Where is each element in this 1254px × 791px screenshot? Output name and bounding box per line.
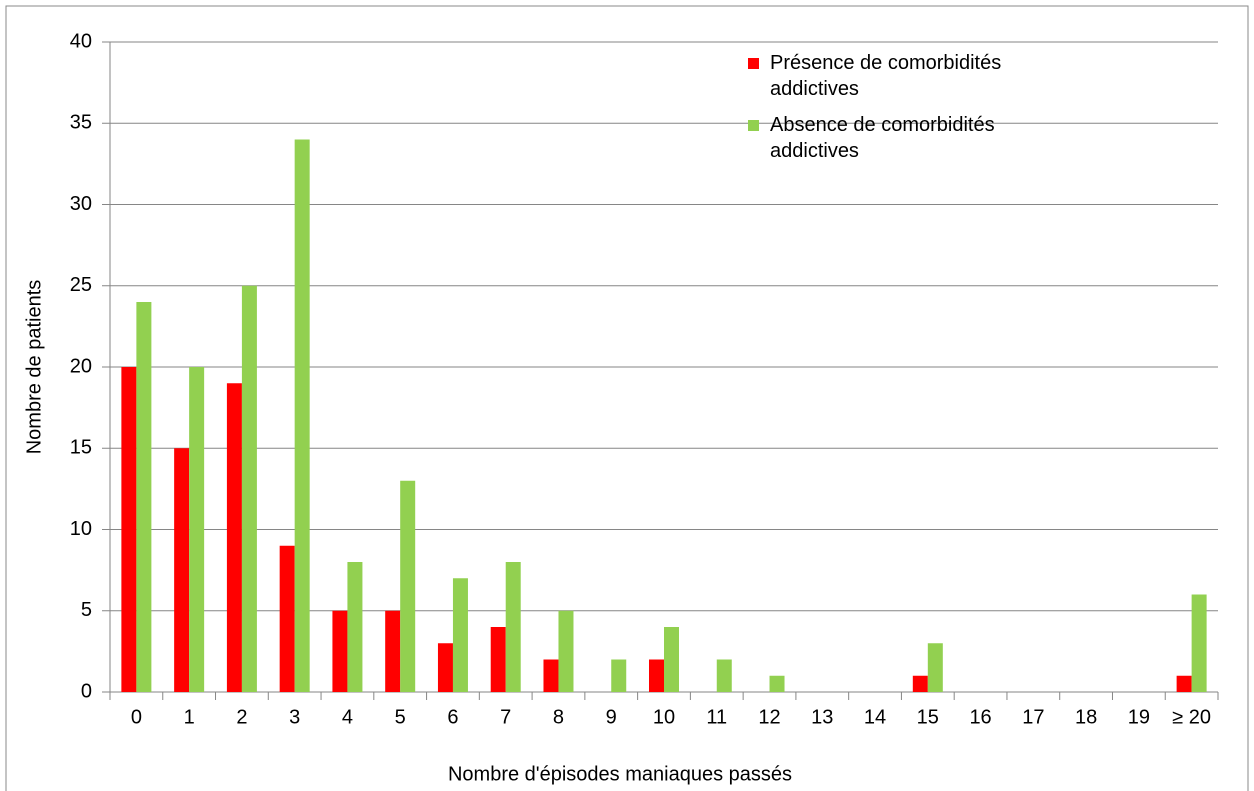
bar: [558, 610, 574, 692]
x-tick-label: 17: [1022, 706, 1044, 728]
bar: [136, 302, 152, 692]
bar: [490, 627, 506, 692]
y-tick-label: 30: [70, 193, 92, 215]
x-tick-label: 4: [342, 706, 353, 728]
bar: [437, 643, 453, 692]
x-tick-label: 1: [184, 706, 195, 728]
bar: [294, 139, 310, 692]
bar: [400, 480, 416, 692]
x-tick-label: 18: [1075, 706, 1097, 728]
bar: [927, 643, 943, 692]
x-tick-label: 13: [811, 706, 833, 728]
x-tick-label: 15: [917, 706, 939, 728]
x-tick-label: 19: [1128, 706, 1150, 728]
y-tick-label: 40: [70, 30, 92, 52]
bar: [912, 675, 928, 692]
bar: [611, 659, 627, 692]
y-axis-label: Nombre de patients: [23, 280, 45, 455]
x-tick-label: 14: [864, 706, 886, 728]
y-tick-label: 0: [81, 680, 92, 702]
bar: [664, 627, 679, 692]
legend-swatch: [748, 58, 759, 69]
y-tick-label: 5: [81, 599, 92, 621]
chart-frame: [5, 5, 1249, 791]
x-tick-label: 7: [500, 706, 511, 728]
bar: [452, 578, 468, 692]
bar: [121, 367, 137, 692]
legend: Présence de comorbidités addictives Absen…: [748, 50, 1088, 174]
bar: [347, 562, 363, 692]
y-tick-label: 15: [70, 437, 92, 459]
bar: [649, 659, 664, 692]
bar: [189, 367, 205, 692]
x-tick-label: 12: [758, 706, 780, 728]
bar: [716, 659, 732, 692]
bar: [1176, 675, 1192, 692]
x-tick-label: 3: [289, 706, 300, 728]
bar: [226, 383, 242, 692]
legend-label: Présence de comorbidités addictives: [770, 52, 1002, 100]
x-tick-label: 2: [236, 706, 247, 728]
x-axis-label: Nombre d'épisodes maniaques passés: [448, 763, 792, 785]
x-tick-label: 5: [395, 706, 406, 728]
legend-item: Présence de comorbidités addictives: [748, 50, 1088, 102]
bar: [543, 659, 559, 692]
x-tick-label: ≥ 20: [1172, 706, 1211, 728]
x-tick-label: 8: [553, 706, 564, 728]
x-tick-label: 10: [653, 706, 675, 728]
bar: [769, 675, 785, 692]
x-tick-label: 6: [447, 706, 458, 728]
bar: [332, 610, 348, 692]
x-tick-label: 11: [706, 706, 727, 728]
bar: [174, 448, 190, 692]
bar: [1191, 594, 1207, 692]
x-tick-label: 0: [131, 706, 142, 728]
x-tick-label: 9: [606, 706, 617, 728]
y-tick-label: 10: [70, 518, 92, 540]
x-tick-label: 16: [969, 706, 991, 728]
legend-item: Absence de comorbidités addictives: [748, 112, 1088, 164]
bar: [385, 610, 401, 692]
legend-label: Absence de comorbidités addictives: [770, 114, 995, 162]
bar: [279, 545, 295, 692]
y-tick-label: 35: [70, 112, 92, 134]
bar: [505, 562, 521, 692]
legend-swatch: [748, 120, 759, 131]
y-tick-label: 25: [70, 274, 92, 296]
y-tick-label: 20: [70, 355, 92, 377]
bar: [241, 285, 257, 692]
